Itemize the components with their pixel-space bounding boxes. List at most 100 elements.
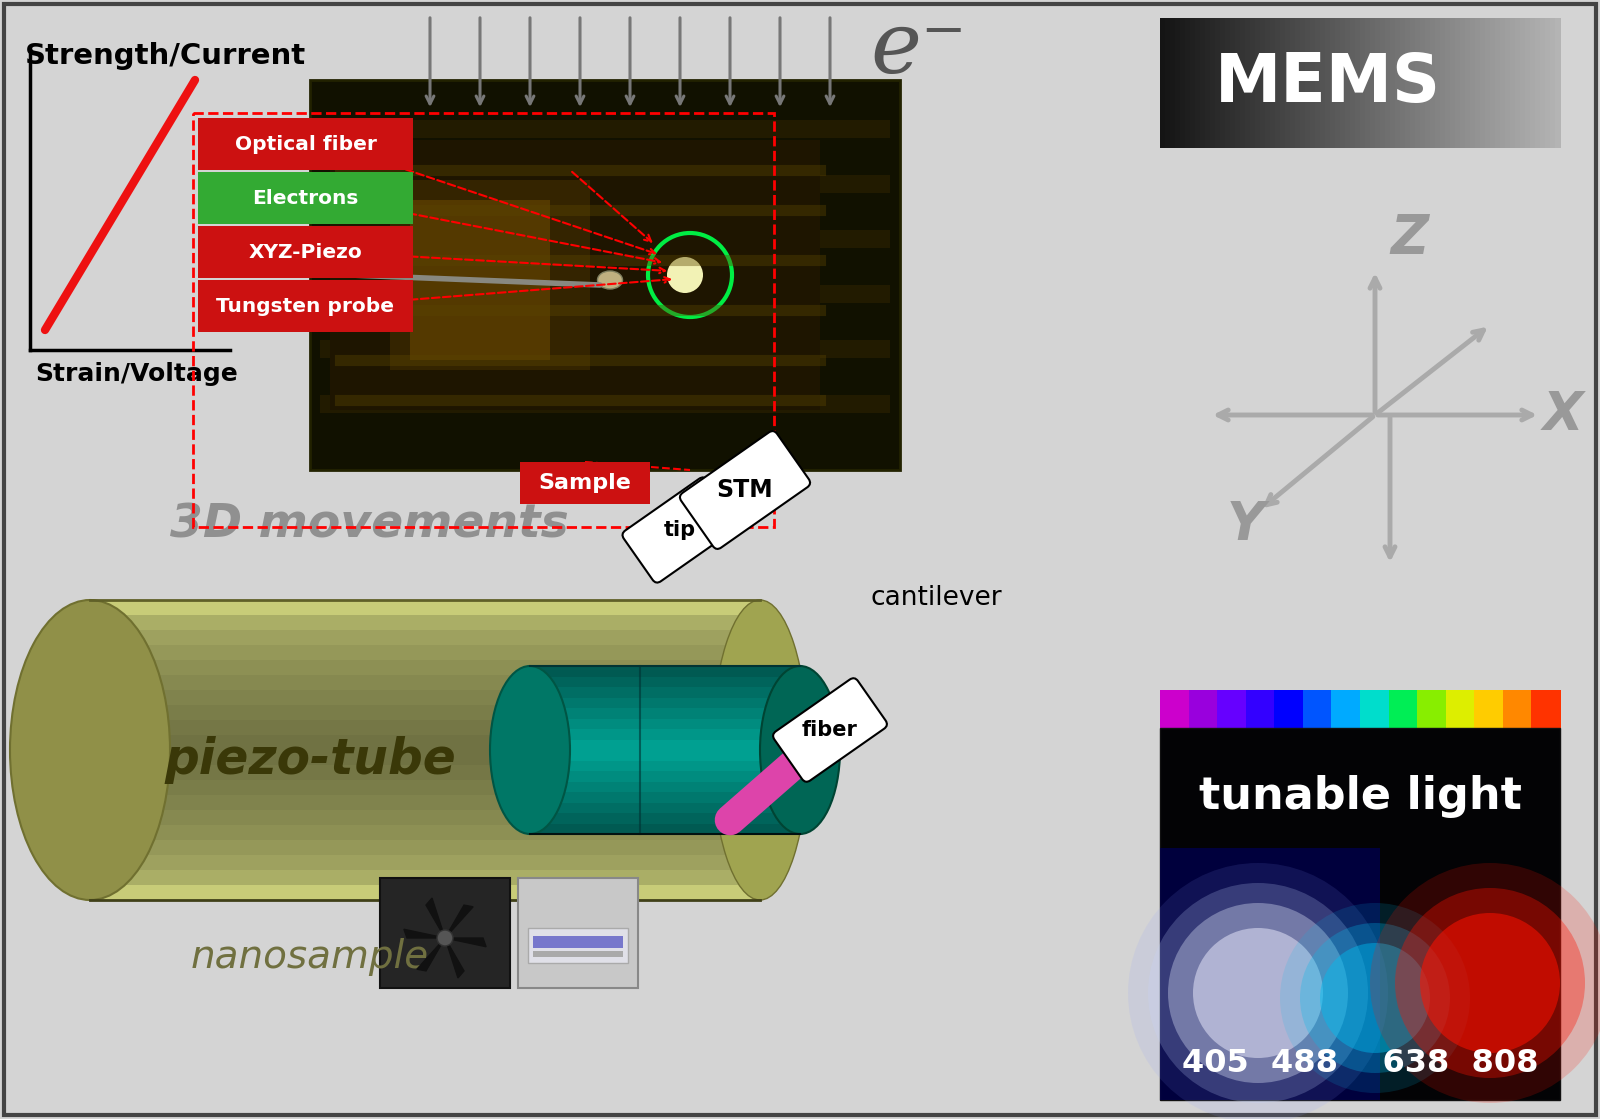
Bar bbox=[1466, 18, 1470, 148]
Bar bbox=[90, 660, 760, 676]
Ellipse shape bbox=[10, 600, 170, 900]
Bar bbox=[1539, 18, 1546, 148]
Bar bbox=[1246, 690, 1275, 728]
Bar bbox=[1515, 18, 1522, 148]
Bar bbox=[90, 780, 760, 796]
Bar bbox=[1421, 18, 1426, 148]
Bar bbox=[1170, 18, 1176, 148]
Bar bbox=[320, 120, 890, 138]
Bar bbox=[330, 140, 819, 410]
FancyBboxPatch shape bbox=[773, 678, 886, 782]
Bar bbox=[528, 928, 627, 963]
Bar bbox=[1331, 690, 1362, 728]
Bar bbox=[1200, 18, 1206, 148]
Ellipse shape bbox=[597, 271, 622, 289]
Bar bbox=[1426, 18, 1430, 148]
Bar bbox=[1480, 18, 1486, 148]
Bar bbox=[1410, 18, 1416, 148]
Bar bbox=[1454, 18, 1461, 148]
Bar bbox=[194, 113, 774, 527]
Text: Electrons: Electrons bbox=[253, 188, 358, 207]
Bar bbox=[530, 761, 800, 772]
Bar bbox=[1470, 18, 1475, 148]
Bar bbox=[90, 615, 760, 631]
Bar bbox=[1294, 18, 1301, 148]
Bar bbox=[1546, 18, 1550, 148]
Bar bbox=[320, 340, 890, 358]
Ellipse shape bbox=[712, 600, 808, 900]
Circle shape bbox=[1421, 913, 1560, 1053]
Bar bbox=[90, 705, 760, 721]
Circle shape bbox=[1194, 928, 1323, 1057]
Bar bbox=[90, 735, 760, 751]
Bar bbox=[1510, 18, 1517, 148]
Bar bbox=[320, 231, 890, 248]
Bar bbox=[1214, 18, 1221, 148]
Bar bbox=[1395, 18, 1402, 148]
Bar bbox=[1266, 18, 1270, 148]
Polygon shape bbox=[403, 929, 445, 938]
Text: Tungsten probe: Tungsten probe bbox=[216, 297, 395, 316]
Text: XYZ-Piezo: XYZ-Piezo bbox=[248, 243, 362, 262]
Circle shape bbox=[1149, 883, 1368, 1103]
Bar bbox=[1254, 18, 1261, 148]
Text: tip: tip bbox=[664, 520, 696, 540]
Bar bbox=[90, 885, 760, 901]
Bar bbox=[1285, 18, 1291, 148]
Bar bbox=[320, 285, 890, 303]
Bar bbox=[1306, 18, 1310, 148]
Circle shape bbox=[1395, 888, 1586, 1078]
Polygon shape bbox=[418, 938, 445, 971]
Bar bbox=[1275, 18, 1282, 148]
Bar bbox=[1302, 690, 1333, 728]
Bar bbox=[1310, 18, 1315, 148]
Bar bbox=[520, 462, 650, 504]
Bar bbox=[90, 600, 760, 900]
Bar bbox=[1346, 18, 1350, 148]
Bar bbox=[198, 172, 413, 224]
FancyBboxPatch shape bbox=[622, 478, 738, 583]
Bar bbox=[1341, 18, 1346, 148]
Bar bbox=[1475, 18, 1482, 148]
Bar bbox=[1165, 18, 1171, 148]
Bar bbox=[530, 771, 800, 782]
Circle shape bbox=[1280, 903, 1470, 1093]
Bar bbox=[198, 117, 413, 170]
Bar bbox=[1435, 18, 1442, 148]
Bar bbox=[410, 200, 550, 360]
Circle shape bbox=[1168, 903, 1347, 1083]
Bar bbox=[1386, 18, 1390, 148]
Bar bbox=[1506, 18, 1510, 148]
Polygon shape bbox=[445, 938, 464, 978]
Bar bbox=[198, 280, 413, 332]
Bar bbox=[533, 951, 622, 957]
Bar bbox=[1280, 18, 1286, 148]
Bar bbox=[530, 740, 800, 751]
Bar bbox=[1531, 690, 1562, 728]
Bar bbox=[1530, 18, 1536, 148]
Circle shape bbox=[667, 257, 702, 293]
Bar bbox=[530, 666, 800, 677]
Text: fiber: fiber bbox=[802, 720, 858, 740]
Circle shape bbox=[1370, 863, 1600, 1103]
Text: tunable light: tunable light bbox=[1198, 774, 1522, 818]
Bar bbox=[381, 878, 510, 988]
Bar bbox=[1405, 18, 1411, 148]
Bar bbox=[530, 802, 800, 814]
Bar bbox=[1389, 690, 1418, 728]
Bar bbox=[90, 825, 760, 841]
Circle shape bbox=[1128, 863, 1389, 1119]
Bar bbox=[1195, 18, 1202, 148]
Bar bbox=[1390, 18, 1395, 148]
Bar bbox=[1360, 18, 1366, 148]
Bar bbox=[1325, 18, 1331, 148]
Bar bbox=[1450, 18, 1456, 148]
Bar bbox=[1160, 848, 1379, 1100]
Circle shape bbox=[1299, 923, 1450, 1073]
Bar bbox=[530, 728, 800, 741]
Bar bbox=[90, 840, 760, 856]
Text: nanosample: nanosample bbox=[190, 938, 429, 976]
Text: MEMS: MEMS bbox=[1214, 50, 1442, 116]
Bar bbox=[1245, 18, 1251, 148]
Bar bbox=[1334, 18, 1341, 148]
